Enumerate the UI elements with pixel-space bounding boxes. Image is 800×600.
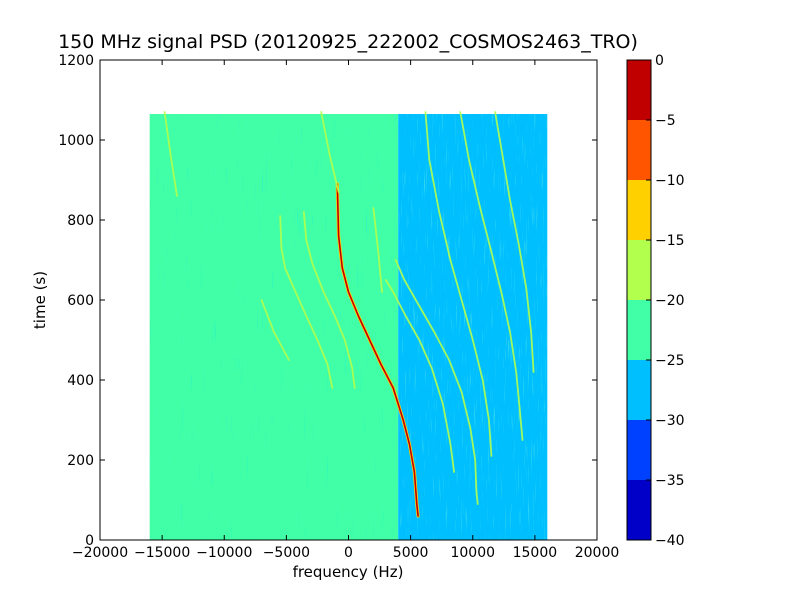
colorbar-segment xyxy=(627,120,651,180)
colorbar-tick-label: −35 xyxy=(655,473,685,489)
x-tick-label: 20000 xyxy=(575,545,620,561)
signal-trace-7 xyxy=(494,111,535,373)
signal-trace-6 xyxy=(459,111,524,441)
colorbar-tick-label: −20 xyxy=(655,293,685,309)
x-axis: −20000 −15000 −10000 −5000 0 5000 10000 15000 20… xyxy=(72,60,619,561)
colorbar-segment xyxy=(627,420,651,480)
signal-trace-9 xyxy=(260,299,290,361)
y-tick-label: 600 xyxy=(67,293,94,309)
signal-trace-8 xyxy=(320,111,340,193)
x-tick-label: −10000 xyxy=(196,545,252,561)
x-tick-label: −5000 xyxy=(263,545,310,561)
colorbar-tick-label: −5 xyxy=(655,113,676,129)
colorbar-tick-label: −30 xyxy=(655,413,685,429)
y-tick-label: 400 xyxy=(67,373,94,389)
colorbar-tick-label: −10 xyxy=(655,173,685,189)
signal-trace-4 xyxy=(302,211,356,389)
signal-trace-3 xyxy=(279,215,334,389)
signal-trace-2 xyxy=(394,259,479,505)
signal-trace-11 xyxy=(163,111,178,197)
x-tick-label: 0 xyxy=(344,545,353,561)
signal-trace-1 xyxy=(384,279,455,473)
x-axis-label: frequency (Hz) xyxy=(293,563,404,581)
colorbar-tick-label: −40 xyxy=(655,533,685,549)
colorbar-segment xyxy=(627,480,651,540)
signal-trace-0 xyxy=(336,183,419,517)
y-tick-label: 800 xyxy=(67,213,94,229)
y-tick-label: 1000 xyxy=(58,133,94,149)
colorbar: −40 −35 −30 −25 −20 −15 −10 −5 0 xyxy=(626,53,685,549)
x-tick-label: 5000 xyxy=(393,545,429,561)
psd-region-texture-0 xyxy=(149,114,399,540)
y-axis: 0 200 400 600 800 1000 1200 xyxy=(58,53,597,549)
colorbar-segment xyxy=(627,240,651,300)
colorbar-segment xyxy=(627,180,651,240)
plot-area xyxy=(149,111,548,540)
colorbar-tick-label: −25 xyxy=(655,353,685,369)
y-tick-label: 1200 xyxy=(58,53,94,69)
psd-region-texture-1 xyxy=(398,114,548,540)
y-tick-label: 0 xyxy=(85,533,94,549)
colorbar-segment xyxy=(627,60,651,120)
colorbar-tick-label: 0 xyxy=(655,53,664,69)
signal-trace-5 xyxy=(424,111,493,457)
x-tick-label: 10000 xyxy=(450,545,495,561)
colorbar-segment xyxy=(627,360,651,420)
x-tick-label: −20000 xyxy=(72,545,128,561)
y-tick-label: 200 xyxy=(67,453,94,469)
x-tick-label: 15000 xyxy=(513,545,558,561)
y-axis-label: time (s) xyxy=(31,271,49,329)
colorbar-tick-label: −15 xyxy=(655,233,685,249)
signal-trace-10 xyxy=(372,207,383,293)
x-tick-label: −15000 xyxy=(134,545,190,561)
colorbar-segment xyxy=(627,300,651,360)
chart-title: 150 MHz signal PSD (20120925_222002_COSM… xyxy=(58,31,638,53)
